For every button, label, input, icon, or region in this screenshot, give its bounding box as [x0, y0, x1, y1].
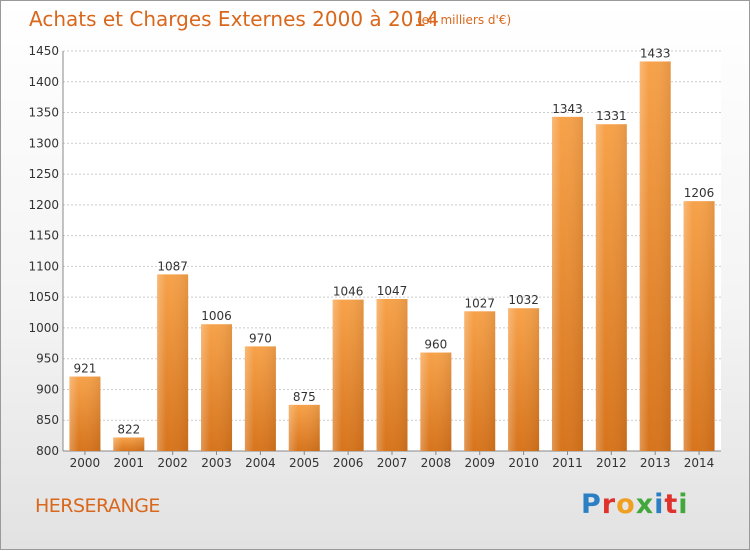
- logo-letter: i: [654, 489, 665, 520]
- data-label: 1433: [640, 46, 671, 60]
- x-tick-label: 2004: [245, 456, 276, 470]
- x-tick-label: 2008: [421, 456, 452, 470]
- data-label: 1087: [157, 259, 188, 273]
- y-tick-label: 1050: [28, 290, 59, 304]
- bar-shade: [376, 299, 408, 451]
- data-label: 970: [249, 331, 272, 345]
- bar-shade: [420, 352, 452, 451]
- y-tick-label: 1150: [28, 229, 59, 243]
- logo-letter: t: [664, 489, 679, 520]
- data-label: 1343: [552, 102, 583, 116]
- y-tick-label: 1000: [28, 321, 59, 335]
- y-tick-label: 1450: [28, 44, 59, 58]
- data-label: 1006: [201, 309, 232, 323]
- bar-shade: [113, 437, 145, 451]
- x-tick-label: 2009: [464, 456, 495, 470]
- data-label: 1032: [508, 293, 539, 307]
- x-tick-label: 2002: [157, 456, 188, 470]
- data-label: 822: [117, 422, 140, 436]
- y-tick-label: 1400: [28, 75, 59, 89]
- logo-letter: i: [678, 489, 689, 520]
- x-tick-label: 2001: [114, 456, 145, 470]
- x-tick-label: 2014: [684, 456, 715, 470]
- data-label: 921: [73, 362, 96, 376]
- bar-shade: [69, 376, 101, 451]
- data-label: 1047: [377, 284, 408, 298]
- x-tick-label: 2005: [289, 456, 320, 470]
- bar-shade: [551, 116, 583, 451]
- bar-shade: [288, 404, 320, 451]
- x-tick-label: 2003: [201, 456, 232, 470]
- y-tick-label: 950: [36, 352, 59, 366]
- data-label: 1206: [684, 186, 715, 200]
- bar-shade: [639, 61, 671, 451]
- logo-letter: P: [581, 489, 602, 520]
- x-tick-label: 2007: [377, 456, 408, 470]
- y-tick-label: 800: [36, 444, 59, 458]
- x-tick-label: 2012: [596, 456, 627, 470]
- bar-shade: [683, 201, 715, 451]
- x-tick-label: 2010: [508, 456, 539, 470]
- y-tick-label: 1300: [28, 136, 59, 150]
- y-tick-label: 1250: [28, 167, 59, 181]
- y-tick-label: 850: [36, 413, 59, 427]
- y-tick-label: 1100: [28, 259, 59, 273]
- x-tick-label: 2000: [70, 456, 101, 470]
- x-tick-label: 2013: [640, 456, 671, 470]
- data-label: 1027: [464, 296, 495, 310]
- proxiti-logo: Proxiti: [581, 489, 689, 520]
- logo-letter: o: [616, 489, 636, 520]
- bar-shade: [508, 308, 540, 451]
- logo-letter: r: [601, 489, 617, 520]
- data-label: 960: [424, 338, 447, 352]
- bar-shade: [595, 124, 627, 451]
- chart-title: Achats et Charges Externes 2000 à 2014: [29, 7, 439, 31]
- logo-letter: x: [635, 489, 655, 520]
- y-tick-label: 900: [36, 382, 59, 396]
- data-label: 875: [293, 390, 316, 404]
- bar-shade: [157, 274, 189, 451]
- bar-shade: [464, 311, 496, 451]
- y-tick-label: 1350: [28, 106, 59, 120]
- bar-shade: [244, 346, 276, 451]
- y-tick-label: 1200: [28, 198, 59, 212]
- bar-shade: [332, 299, 364, 451]
- x-tick-label: 2011: [552, 456, 583, 470]
- unit-note: (en milliers d'€): [417, 13, 512, 27]
- location-name: HERSERANGE: [35, 495, 160, 517]
- bar-shade: [201, 324, 233, 451]
- x-tick-label: 2006: [333, 456, 364, 470]
- data-label: 1331: [596, 109, 627, 123]
- data-label: 1046: [333, 285, 364, 299]
